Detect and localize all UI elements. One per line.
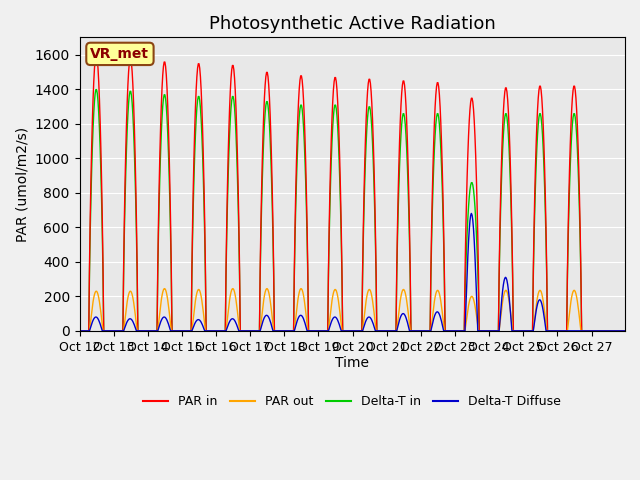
Delta-T in bbox=[76, 328, 83, 334]
PAR in bbox=[140, 328, 148, 334]
Delta-T Diffuse bbox=[240, 328, 248, 334]
Delta-T in bbox=[409, 328, 417, 334]
PAR out bbox=[76, 328, 83, 334]
PAR in bbox=[289, 328, 296, 334]
Legend: PAR in, PAR out, Delta-T in, Delta-T Diffuse: PAR in, PAR out, Delta-T in, Delta-T Dif… bbox=[138, 390, 566, 413]
PAR out bbox=[409, 328, 417, 334]
Delta-T in bbox=[92, 87, 100, 93]
PAR in bbox=[76, 328, 83, 334]
PAR in bbox=[92, 52, 100, 58]
Delta-T Diffuse bbox=[408, 328, 416, 334]
Title: Photosynthetic Active Radiation: Photosynthetic Active Radiation bbox=[209, 15, 495, 33]
Delta-T in bbox=[140, 328, 148, 334]
Text: VR_met: VR_met bbox=[90, 47, 149, 61]
Delta-T Diffuse bbox=[621, 328, 629, 334]
Delta-T Diffuse bbox=[76, 328, 83, 334]
Delta-T in bbox=[621, 328, 629, 334]
Delta-T Diffuse bbox=[287, 328, 295, 334]
Delta-T Diffuse bbox=[439, 325, 447, 331]
Line: Delta-T in: Delta-T in bbox=[79, 90, 625, 331]
Y-axis label: PAR (umol/m2/s): PAR (umol/m2/s) bbox=[15, 127, 29, 241]
Line: Delta-T Diffuse: Delta-T Diffuse bbox=[79, 214, 625, 331]
PAR out bbox=[140, 328, 147, 334]
PAR out bbox=[268, 308, 275, 314]
PAR in bbox=[409, 328, 417, 334]
PAR out bbox=[160, 286, 168, 291]
Delta-T Diffuse bbox=[267, 320, 275, 326]
PAR in bbox=[621, 328, 629, 334]
PAR in bbox=[241, 328, 248, 334]
Delta-T in bbox=[440, 240, 447, 245]
PAR out bbox=[621, 328, 629, 334]
Line: PAR in: PAR in bbox=[79, 55, 625, 331]
PAR in bbox=[268, 157, 275, 163]
Delta-T in bbox=[241, 328, 248, 334]
X-axis label: Time: Time bbox=[335, 356, 369, 371]
Delta-T Diffuse bbox=[140, 328, 147, 334]
PAR out bbox=[289, 328, 296, 334]
PAR out bbox=[241, 328, 248, 334]
Delta-T in bbox=[289, 328, 296, 334]
PAR in bbox=[440, 227, 447, 233]
PAR out bbox=[440, 322, 447, 328]
Line: PAR out: PAR out bbox=[79, 288, 625, 331]
Delta-T in bbox=[268, 177, 275, 182]
Delta-T Diffuse bbox=[468, 211, 476, 216]
